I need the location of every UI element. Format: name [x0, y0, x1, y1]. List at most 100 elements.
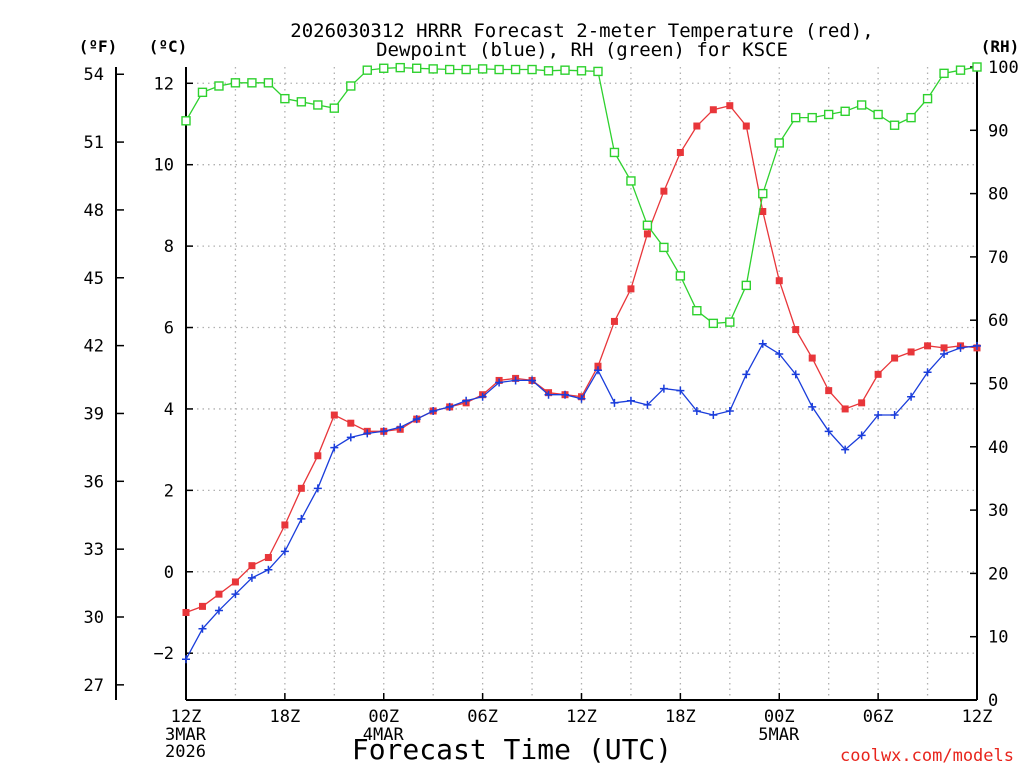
dewpoint-point — [857, 431, 866, 440]
dewpoint-point — [577, 394, 586, 403]
rh-point — [313, 100, 323, 110]
rh-point — [642, 220, 653, 230]
celsius-tick-label: 0 — [164, 563, 174, 583]
rh-point — [527, 64, 537, 75]
rh-point — [906, 112, 916, 123]
temperature-point — [874, 370, 882, 378]
x-axis-title: Forecast Time (UTC) — [352, 733, 672, 766]
temperature-point — [709, 106, 717, 114]
rh-point — [214, 81, 224, 91]
fahrenheit-tick-label: 54 — [84, 65, 104, 85]
rh-point — [725, 317, 735, 327]
temperature-point — [610, 317, 618, 325]
temperature-point — [182, 608, 190, 616]
temperature-point — [742, 122, 750, 130]
dewpoint-point — [692, 406, 701, 415]
celsius-tick-label: 8 — [164, 237, 174, 257]
source-credit: coolwx.com/models — [840, 746, 1014, 766]
rh-point — [412, 63, 422, 73]
dewpoint-point — [214, 606, 223, 615]
rh-point — [609, 147, 620, 158]
rh-point — [955, 65, 966, 75]
rh-tick-label: 0 — [988, 691, 998, 711]
dewpoint-point — [956, 343, 965, 352]
rh-tick-label: 80 — [988, 185, 1008, 205]
fahrenheit-tick-label: 33 — [84, 540, 104, 560]
grid-lines — [186, 67, 977, 700]
celsius-tick-label: 2 — [164, 481, 174, 501]
dewpoint-point — [528, 376, 537, 385]
dewpoint-point — [412, 415, 421, 424]
series-dewpoint — [182, 339, 981, 664]
temperature-point — [924, 342, 932, 350]
dewpoint-point — [742, 370, 751, 379]
celsius-tick-label: 10 — [154, 156, 174, 176]
rh-tick-label: 30 — [988, 501, 1008, 521]
dewpoint-point — [511, 376, 520, 385]
rh-tick-label: 60 — [988, 311, 1008, 331]
rh-point — [675, 271, 686, 281]
x-tick-date-label: 4MAR — [363, 725, 405, 745]
rh-point — [972, 62, 982, 72]
temperature-point — [660, 187, 668, 195]
dewpoint-point — [561, 390, 570, 399]
x-tick-label: 12Z — [962, 707, 993, 727]
temperature-point — [231, 578, 239, 586]
temperature-point — [808, 354, 816, 362]
rh-point — [791, 112, 801, 123]
dewpoint-point — [478, 392, 487, 401]
rh-point — [708, 318, 719, 329]
dewpoint-point — [593, 366, 602, 375]
temperature-point — [825, 387, 833, 395]
rh-point — [856, 100, 867, 110]
dewpoint-point — [330, 443, 339, 452]
fahrenheit-tick-label: 48 — [84, 201, 104, 221]
rh-point — [346, 81, 356, 91]
fahrenheit-tick-label: 30 — [84, 608, 104, 628]
temperature-point — [891, 354, 899, 362]
celsius-tick-label: 4 — [164, 400, 174, 420]
dewpoint-point — [940, 349, 949, 358]
dewpoint-point — [544, 390, 553, 399]
temperature-point — [264, 554, 272, 562]
dewpoint-point — [808, 402, 817, 411]
dewpoint-point — [182, 655, 190, 664]
dewpoint-point — [890, 411, 899, 420]
rh-point — [461, 64, 471, 75]
dewpoint-point — [297, 514, 306, 523]
axes — [115, 67, 978, 701]
dewpoint-point — [659, 384, 668, 393]
temperature-point — [775, 277, 783, 285]
data-series — [181, 62, 982, 664]
rh-point — [395, 62, 405, 73]
temperature-point — [759, 208, 767, 216]
x-tick-label: 18Z — [665, 707, 696, 727]
celsius-tick-label: 12 — [154, 74, 174, 94]
rh-point — [593, 66, 603, 77]
rh-point — [428, 64, 438, 74]
temperature-point — [643, 230, 651, 238]
x-tick-label: 00Z — [368, 707, 399, 727]
dewpoint-point — [643, 400, 652, 409]
fahrenheit-tick-label: 45 — [84, 269, 104, 289]
temperature-point — [594, 362, 602, 370]
chart-title-line-2: Dewpoint (blue), RH (green) for KSCE — [376, 39, 788, 61]
temperature-point — [676, 148, 684, 156]
rh-point — [873, 109, 883, 120]
rh-point — [379, 63, 389, 73]
temperature-point — [940, 344, 948, 352]
rh-point — [807, 112, 817, 123]
celsius-unit-label: (ºC) — [149, 37, 188, 56]
rh-unit-label: (RH) — [981, 37, 1020, 56]
rh-point — [939, 68, 949, 79]
rh-point — [230, 78, 241, 88]
rh-point — [494, 64, 504, 75]
axis-ticks: −2 0 2 4 6 8 10 12 27 30 33 36 39 42 45 48 51 54 0 10 20 30 40… — [84, 58, 1019, 762]
temperature-point — [693, 122, 701, 130]
temperature-point — [347, 419, 355, 427]
dewpoint-point — [775, 349, 784, 358]
rh-point — [692, 306, 702, 316]
dewpoint-point — [841, 445, 850, 454]
rh-tick-label: 10 — [988, 628, 1008, 648]
